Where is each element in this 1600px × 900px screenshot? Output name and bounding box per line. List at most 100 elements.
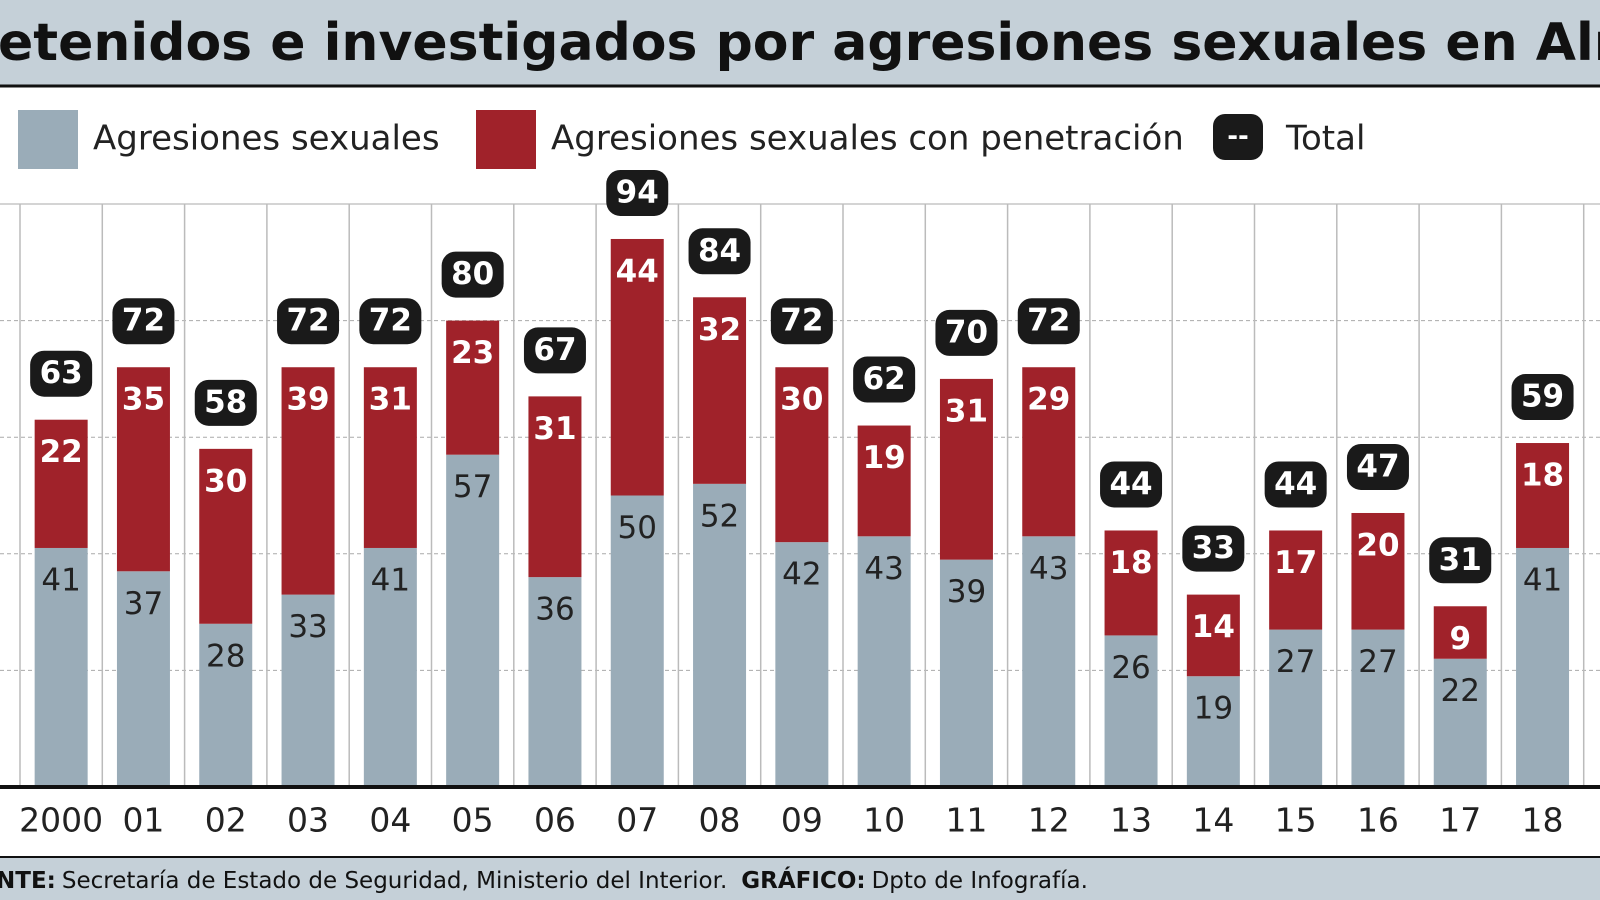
total-label: 70: [945, 314, 988, 350]
total-label: 59: [1521, 379, 1564, 415]
total-badge: [770, 298, 833, 345]
value-label: 30: [204, 463, 247, 499]
value-label: 39: [947, 574, 986, 610]
legend-label: Agresiones sexuales: [93, 119, 440, 159]
footer: NTE: Secretaría de Estado de Seguridad, M…: [0, 866, 1088, 894]
x-tick-label: 07: [616, 801, 658, 840]
value-label: 31: [945, 393, 988, 429]
value-label: 18: [1521, 458, 1564, 494]
value-label: 19: [863, 440, 906, 476]
bar-segment: [528, 396, 582, 578]
value-label: 19: [1194, 691, 1233, 727]
total-label: 80: [451, 256, 494, 292]
source: Secretaría de Estado de Seguridad, Minis…: [62, 868, 727, 894]
total-label: 72: [122, 303, 165, 339]
value-label: 41: [41, 562, 80, 598]
value-label: 33: [288, 609, 327, 645]
source-label: NTE:: [0, 868, 56, 894]
chart-title: etenidos e investigados por agresiones s…: [0, 13, 1600, 73]
total-label: 33: [1192, 530, 1235, 566]
value-label: 50: [618, 510, 657, 546]
credit: Dpto de Infografía.: [872, 868, 1088, 894]
bar-segment: [116, 571, 170, 787]
bar-segment: [1186, 676, 1240, 787]
bar-segment: [34, 419, 88, 548]
total-badge: [1511, 374, 1574, 421]
legend-total-marker-text: --: [1227, 122, 1249, 152]
x-tick-label: 14: [1192, 801, 1234, 840]
value-label: 35: [122, 382, 165, 418]
bar-segment: [34, 547, 88, 787]
bar-segment: [1351, 512, 1405, 630]
bar-segment: [1433, 658, 1487, 787]
total-badge: [1017, 298, 1080, 345]
legend-total-marker: [1213, 114, 1263, 160]
bar-segment: [610, 495, 664, 787]
legend-label: Agresiones sexuales con penetración: [551, 119, 1184, 159]
x-tick-label: 13: [1110, 801, 1152, 840]
total-label: 72: [286, 303, 329, 339]
total-badge: [441, 251, 504, 298]
total-label: 47: [1356, 448, 1399, 484]
x-tick-label: 17: [1439, 801, 1481, 840]
bar-segment: [199, 623, 253, 787]
total-badge: [1264, 461, 1327, 508]
value-label: 43: [1029, 551, 1068, 587]
x-tick-label: 02: [205, 801, 247, 840]
title-band: [0, 0, 1600, 86]
value-label: 31: [369, 382, 412, 418]
x-tick-label: 01: [122, 801, 164, 840]
bar-segment: [693, 483, 747, 787]
value-label: 44: [616, 253, 659, 289]
value-label: 14: [1192, 609, 1235, 645]
bar-segment: [857, 425, 911, 537]
total-badge: [30, 350, 93, 397]
total-badge: [935, 309, 998, 356]
value-label: 41: [371, 562, 410, 598]
value-label: 20: [1356, 527, 1399, 563]
value-label: 43: [864, 551, 903, 587]
total-label: 72: [369, 303, 412, 339]
total-badge: [359, 298, 422, 345]
total-badge: [606, 169, 669, 216]
value-label: 37: [124, 586, 163, 622]
legend-swatch: [18, 110, 78, 169]
bar-segment: [1022, 367, 1076, 537]
bar-segment: [363, 547, 417, 787]
bar-segment: [363, 367, 417, 548]
bar-segment: [775, 542, 829, 787]
bar-segment: [281, 367, 335, 595]
total-label: 31: [1439, 542, 1482, 578]
total-label: 94: [616, 174, 659, 210]
value-label: 23: [451, 335, 494, 371]
value-label: 26: [1111, 650, 1150, 686]
bar-segment: [857, 536, 911, 787]
credit-label: GRÁFICO:: [741, 866, 865, 894]
x-tick-label: 09: [781, 801, 823, 840]
value-label: 31: [533, 411, 576, 447]
total-badge: [1182, 525, 1245, 572]
x-tick-label: 12: [1028, 801, 1070, 840]
x-tick-label: 18: [1522, 801, 1564, 840]
total-label: 72: [780, 303, 823, 339]
total-label: 62: [863, 361, 906, 397]
x-tick-label: 15: [1275, 801, 1317, 840]
bar-segment: [199, 448, 253, 624]
x-tick-label: 11: [945, 801, 987, 840]
bar-segment: [1433, 606, 1487, 659]
value-label: 17: [1274, 545, 1317, 581]
value-label: 28: [206, 638, 245, 674]
bar-segment: [446, 320, 500, 455]
total-badge: [1346, 443, 1409, 490]
bar-segment: [1186, 594, 1240, 677]
total-badge: [1429, 537, 1492, 584]
bar-segment: [1022, 536, 1076, 787]
x-tick-label: 08: [699, 801, 741, 840]
bar-segment: [1269, 530, 1323, 630]
x-tick-label: 03: [287, 801, 329, 840]
bar-segment: [1516, 547, 1570, 787]
total-badge: [194, 379, 257, 426]
bar-segment: [1351, 629, 1405, 787]
